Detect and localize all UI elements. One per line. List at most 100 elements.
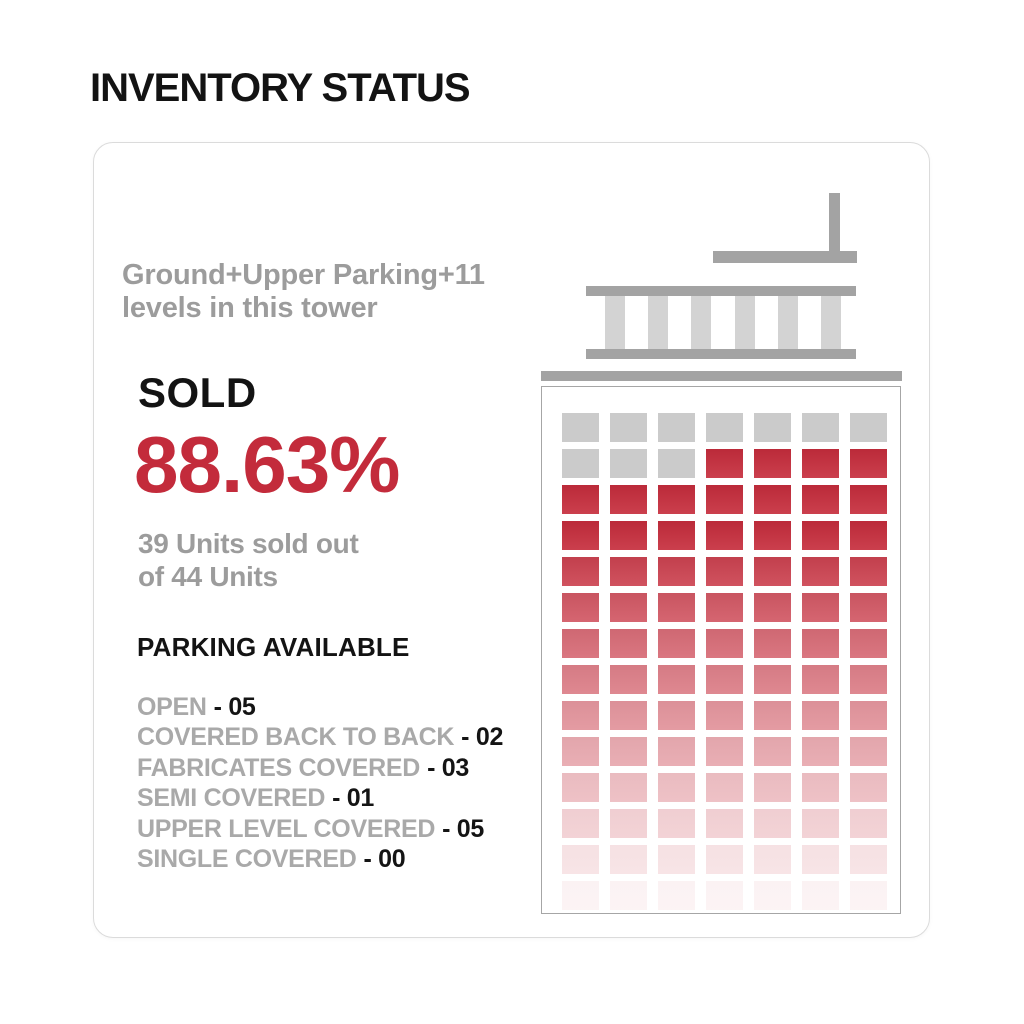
unit-cell-red <box>850 701 887 730</box>
colonnade-column <box>820 296 841 349</box>
unit-cell-red <box>850 773 887 802</box>
unit-cell-red <box>562 629 599 658</box>
unit-cell-gray <box>706 413 743 442</box>
unit-cell-red <box>850 845 887 874</box>
unit-cell-red <box>658 629 695 658</box>
inventory-card: Ground+Upper Parking+11 levels in this t… <box>93 142 930 938</box>
tower-info-line2: levels in this tower <box>122 292 378 324</box>
parking-label: FABRICATES COVERED <box>137 753 421 782</box>
sold-label: SOLD <box>138 369 257 416</box>
unit-cell-red <box>802 773 839 802</box>
antenna-bar-icon <box>713 251 857 263</box>
unit-cell-red <box>706 485 743 514</box>
unit-cell-red <box>706 557 743 586</box>
unit-cell-red <box>754 485 791 514</box>
unit-cell-red <box>754 629 791 658</box>
unit-cell-red <box>610 665 647 694</box>
unit-cell-red <box>706 665 743 694</box>
parking-label: SINGLE COVERED <box>137 845 357 874</box>
unit-cell-red <box>802 557 839 586</box>
unit-cell-red <box>754 773 791 802</box>
unit-cell-red <box>610 557 647 586</box>
units-summary: 39 Units sold out of 44 Units <box>138 527 359 593</box>
unit-cell-red <box>754 521 791 550</box>
unit-cell-gray <box>658 413 695 442</box>
unit-cell-red <box>562 773 599 802</box>
unit-cell-red <box>562 701 599 730</box>
unit-cell-red <box>754 665 791 694</box>
parking-line: OPEN - 05 <box>137 692 503 722</box>
unit-cell-red <box>802 521 839 550</box>
unit-cell-red <box>706 449 743 478</box>
unit-cell-red <box>562 593 599 622</box>
parking-count: - 03 <box>427 753 469 782</box>
colonnade-top-bar <box>586 286 856 296</box>
parking-line: COVERED BACK TO BACK - 02 <box>137 722 503 752</box>
unit-cell-red <box>850 809 887 838</box>
unit-cell-gray <box>802 413 839 442</box>
unit-cell-red <box>754 737 791 766</box>
tower-info: Ground+Upper Parking+11 levels in this t… <box>122 259 485 325</box>
unit-cell-red <box>850 737 887 766</box>
colonnade-columns <box>605 296 841 349</box>
unit-cell-red <box>562 521 599 550</box>
unit-cell-red <box>658 737 695 766</box>
unit-cell-red <box>754 845 791 874</box>
parking-label: SEMI COVERED <box>137 784 326 813</box>
unit-cell-red <box>706 593 743 622</box>
unit-cell-red <box>754 449 791 478</box>
unit-cell-red <box>706 845 743 874</box>
parking-line: FABRICATES COVERED - 03 <box>137 753 503 783</box>
unit-cell-red <box>802 449 839 478</box>
unit-cell-red <box>802 665 839 694</box>
parking-line: UPPER LEVEL COVERED - 05 <box>137 814 503 844</box>
unit-cell-red <box>754 881 791 910</box>
unit-cell-red <box>610 701 647 730</box>
unit-cell-red <box>562 557 599 586</box>
parking-count: - 05 <box>442 814 484 843</box>
unit-cell-red <box>658 845 695 874</box>
unit-cell-red <box>754 593 791 622</box>
unit-cell-red <box>658 701 695 730</box>
unit-cell-red <box>850 557 887 586</box>
tower-info-line1: Ground+Upper Parking+11 <box>122 259 485 291</box>
unit-cell-red <box>802 701 839 730</box>
parking-line: SINGLE COVERED - 00 <box>137 844 503 874</box>
parking-list: OPEN - 05 COVERED BACK TO BACK - 02 FABRICAT… <box>137 692 503 874</box>
unit-cell-red <box>610 593 647 622</box>
unit-cell-red <box>850 881 887 910</box>
unit-cell-gray <box>850 413 887 442</box>
unit-cell-red <box>610 737 647 766</box>
unit-cell-red <box>706 701 743 730</box>
unit-cell-red <box>706 521 743 550</box>
unit-cell-red <box>802 737 839 766</box>
unit-cell-red <box>658 665 695 694</box>
parking-label: COVERED BACK TO BACK <box>137 723 455 752</box>
unit-cell-red <box>562 809 599 838</box>
unit-cell-red <box>658 521 695 550</box>
unit-cell-red <box>562 485 599 514</box>
parking-count: - 01 <box>332 784 374 813</box>
unit-cell-gray <box>562 449 599 478</box>
unit-cell-red <box>850 665 887 694</box>
unit-cell-red <box>850 485 887 514</box>
unit-cell-red <box>850 593 887 622</box>
unit-cell-red <box>802 881 839 910</box>
parking-count: - 05 <box>213 693 256 721</box>
unit-cell-red <box>850 629 887 658</box>
unit-cell-red <box>850 449 887 478</box>
colonnade-column <box>777 296 798 349</box>
unit-cell-red <box>610 485 647 514</box>
parking-count: - 02 <box>461 723 504 752</box>
unit-cell-red <box>754 809 791 838</box>
colonnade-column <box>648 296 669 349</box>
antenna-pole-icon <box>829 193 840 251</box>
unit-cell-red <box>754 701 791 730</box>
unit-cell-red <box>706 881 743 910</box>
unit-cell-red <box>562 737 599 766</box>
unit-cell-red <box>802 809 839 838</box>
unit-cell-red <box>802 593 839 622</box>
unit-cell-red <box>658 773 695 802</box>
building-grid <box>562 413 887 910</box>
parking-heading: PARKING AVAILABLE <box>137 632 410 662</box>
